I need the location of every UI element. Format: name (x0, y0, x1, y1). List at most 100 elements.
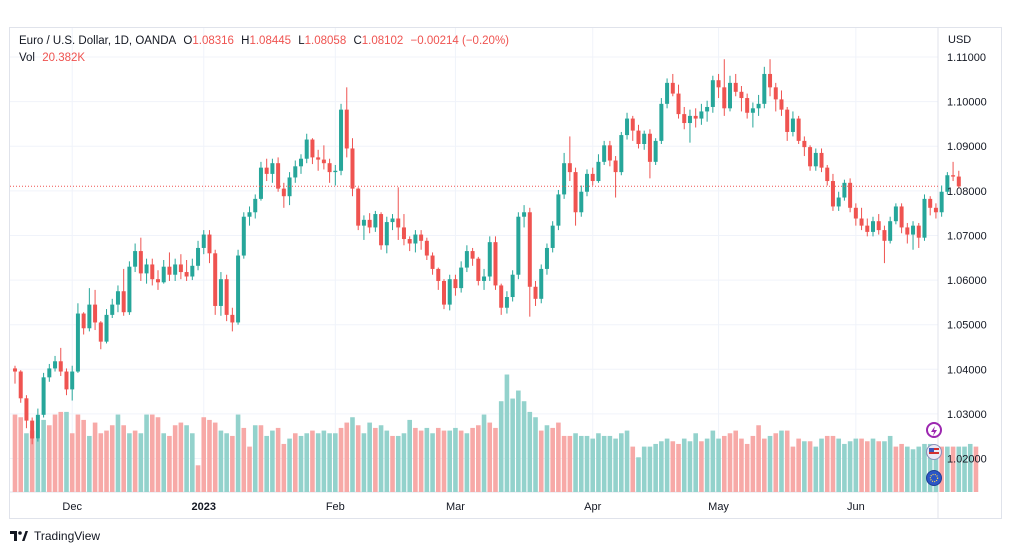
volume-bar (172, 425, 178, 492)
volume-bar (167, 435, 172, 492)
candle-body (808, 147, 813, 167)
candle (419, 230, 424, 250)
candle (596, 154, 601, 183)
candle-body (321, 159, 326, 164)
candle-body (258, 167, 263, 199)
candle-body (178, 264, 183, 273)
candle-body (150, 264, 155, 280)
candle-body (41, 377, 46, 415)
candle (396, 187, 401, 240)
volume-bar (796, 438, 801, 492)
volume-bar (81, 419, 86, 492)
time-tick-label: Feb (326, 501, 345, 513)
volume-bar (338, 427, 344, 492)
volume-bar (510, 398, 515, 492)
candle (911, 221, 916, 250)
candle-body (865, 225, 870, 232)
high-value: 1.08445 (249, 35, 292, 47)
candle (207, 230, 212, 264)
volume-bar (430, 433, 435, 492)
volume-bar (876, 441, 882, 492)
candle (201, 230, 206, 255)
time-tick-label: 2023 (192, 501, 216, 513)
volume-bar (624, 430, 630, 492)
candle-body (676, 93, 681, 115)
candle-body (138, 251, 143, 274)
volume-bar (24, 433, 29, 492)
candle-body (184, 272, 189, 277)
footer: TradingView (10, 529, 100, 543)
candle-body (339, 109, 344, 171)
volume-label[interactable]: Vol (19, 52, 35, 64)
time-tick-label: Mar (446, 501, 465, 513)
candle (241, 212, 246, 259)
candle (310, 138, 315, 165)
candle-body (310, 139, 315, 158)
candle (361, 215, 366, 240)
volume-bar (333, 433, 338, 492)
candle (196, 240, 201, 271)
candle-body (396, 218, 401, 228)
candle-body (241, 216, 246, 256)
volume-bar (310, 430, 315, 492)
time-tick-label: Apr (584, 501, 601, 513)
candle-body (728, 82, 732, 109)
candle-body (939, 191, 944, 213)
candle-body (625, 118, 630, 136)
candle (53, 355, 58, 372)
symbol-title[interactable]: Euro / U.S. Dollar, 1D, OANDA (19, 35, 177, 47)
brand-name[interactable]: TradingView (34, 529, 101, 543)
candle-body (64, 371, 69, 390)
volume-bar (619, 433, 624, 492)
volume-bar (92, 422, 98, 492)
candle (424, 237, 429, 260)
candle (304, 133, 309, 164)
volume-bar (767, 435, 773, 492)
candle (647, 129, 652, 179)
volume-bar (418, 430, 424, 492)
volume-bar (235, 414, 241, 492)
lightning-icon[interactable] (926, 422, 942, 438)
candle (567, 136, 572, 182)
candle-body (899, 206, 904, 228)
candle-body (710, 80, 715, 107)
volume-bar (115, 414, 121, 492)
volume-bar (824, 435, 830, 492)
volume-bar (607, 435, 613, 492)
candle (356, 187, 361, 231)
candle (790, 111, 795, 137)
candle-body (264, 167, 269, 174)
candle (482, 268, 487, 290)
candle-body (882, 230, 887, 241)
candle (808, 145, 813, 171)
currency-label[interactable]: USD (948, 34, 972, 46)
candle-body (482, 276, 487, 281)
eu-flag-icon[interactable] (926, 470, 942, 486)
candle-body (619, 135, 624, 173)
candle (733, 73, 738, 97)
volume-bar (550, 427, 555, 492)
candle-body (367, 219, 372, 228)
volume-bar (498, 401, 504, 492)
candle (945, 172, 950, 195)
tradingview-logo-icon[interactable] (10, 530, 28, 542)
candle (825, 164, 830, 186)
candle (407, 236, 412, 252)
volume-bar (304, 433, 310, 492)
volume-bar (327, 433, 332, 492)
candle (619, 131, 624, 176)
volume-bar (184, 425, 189, 492)
volume-bar (435, 427, 441, 492)
volume-bar (641, 446, 647, 492)
volume-bar (287, 438, 292, 492)
us-flag-icon[interactable] (926, 444, 942, 460)
candle (24, 395, 29, 429)
candle-body (630, 118, 635, 131)
candle-body (642, 133, 647, 144)
volume-bar (69, 433, 75, 492)
candle-body (911, 225, 916, 235)
candle-body (190, 265, 195, 277)
candle (287, 172, 292, 206)
candle (762, 66, 767, 109)
